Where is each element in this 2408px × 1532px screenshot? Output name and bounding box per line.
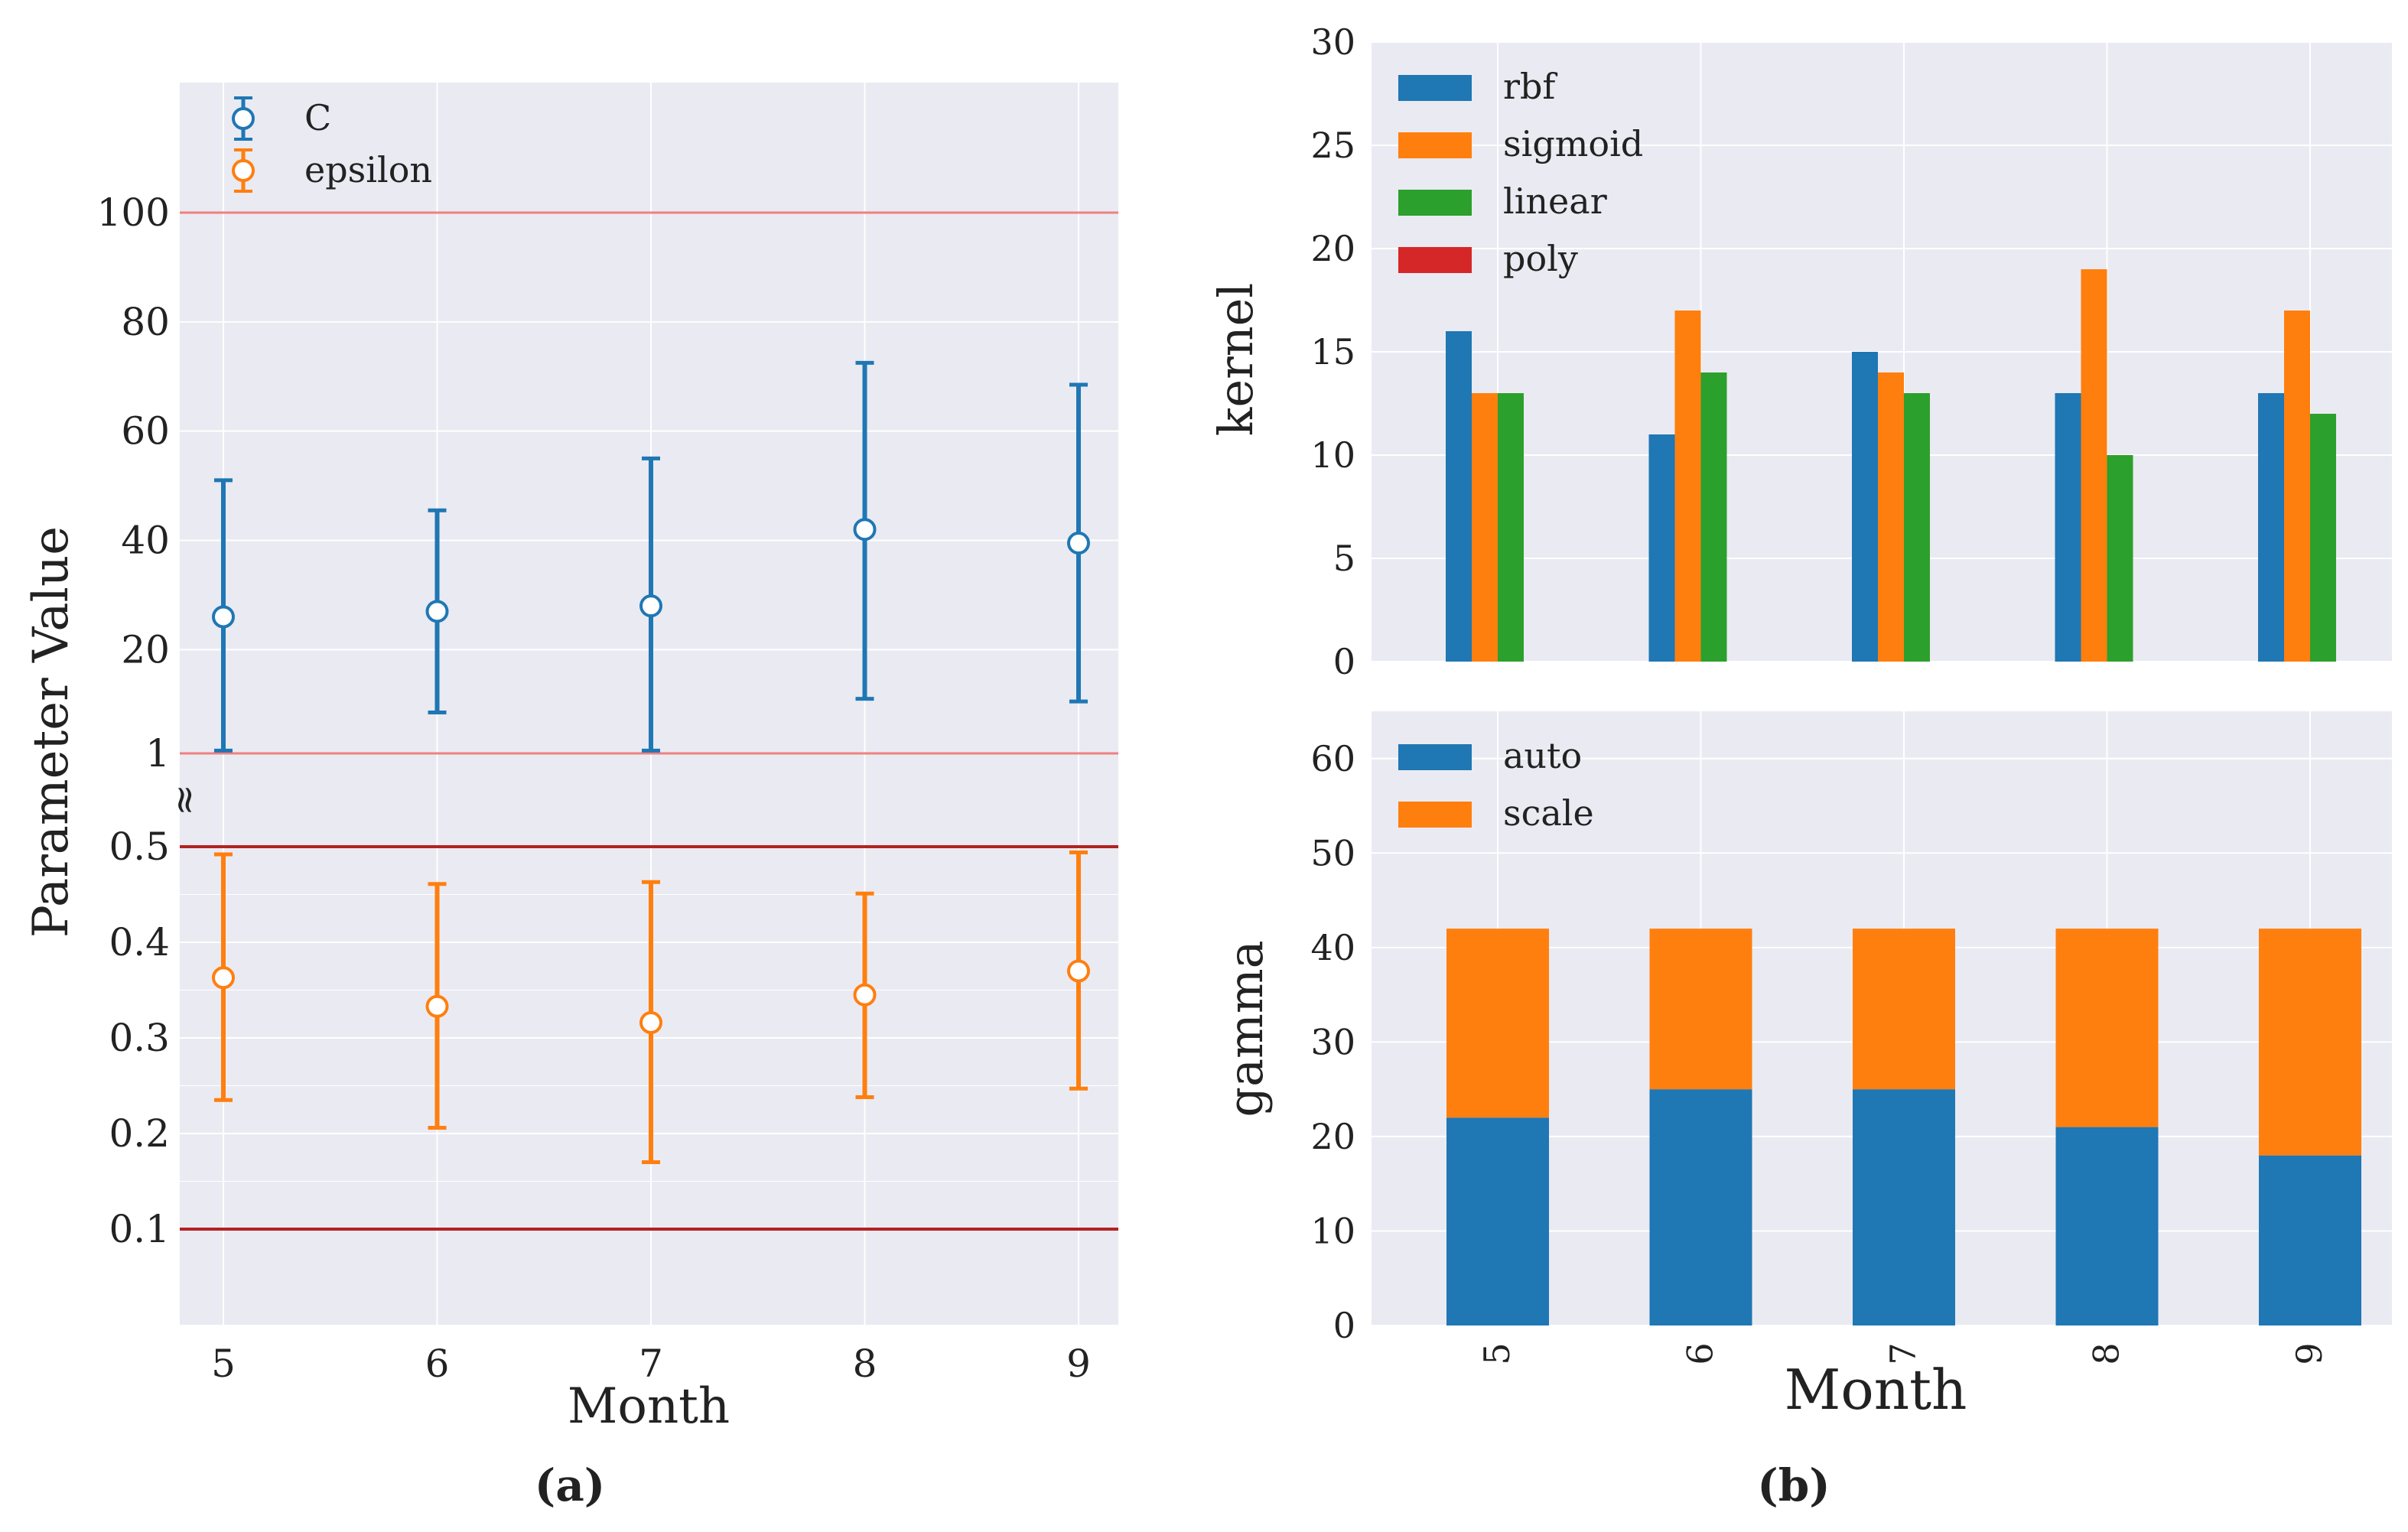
point-epsilon <box>853 983 877 1007</box>
legend-swatch-auto <box>1398 744 1472 770</box>
stacked-bar-auto <box>1853 1089 1955 1325</box>
legend-label-rbf: rbf <box>1503 66 1557 107</box>
legend-label-scale: scale <box>1503 792 1594 834</box>
point-C <box>212 605 235 629</box>
panel-a-ytick-label: 0.4 <box>109 920 170 964</box>
panel-b-top-ytick-label: 15 <box>1310 331 1355 372</box>
panel-a-x-axis-label: Month <box>568 1378 730 1435</box>
panel-b-top-ytick-label: 30 <box>1310 21 1355 63</box>
panel-a-ytick-label: 60 <box>121 409 170 454</box>
panel-a-y-axis-label: Parameter Value <box>23 526 80 938</box>
bar-linear <box>2107 455 2133 662</box>
panel-a-xtick-label: 7 <box>639 1342 663 1386</box>
panel-a-ytick-label: 40 <box>121 518 170 562</box>
legend-label-sigmoid: sigmoid <box>1503 123 1643 164</box>
legend-swatch-poly <box>1398 247 1472 273</box>
point-C <box>853 518 877 542</box>
panel-b-xtick-label: 6 <box>1680 1342 1721 1364</box>
panel-a-axis-break-symbol: ≈ <box>164 784 208 816</box>
legend-label-epsilon: epsilon <box>304 149 432 190</box>
bar-rbf <box>1648 434 1675 662</box>
panel-b-xtick-label: 7 <box>1882 1342 1924 1364</box>
panel-b-top-ytick-label: 5 <box>1333 538 1355 579</box>
bar-sigmoid <box>1472 393 1498 662</box>
panel-b-top-ytick-label: 0 <box>1333 641 1355 682</box>
legend-swatch-scale <box>1398 802 1472 828</box>
stacked-bar-scale <box>1649 929 1752 1090</box>
panel-b-bottom-ytick-label: 30 <box>1310 1021 1355 1062</box>
bar-sigmoid <box>2284 311 2310 662</box>
panel-b-x-axis-label: Month <box>1785 1358 1967 1422</box>
panel-b-kernel-bar-chart: 0 5 10 15 20 25 30 kernel rbf sigmoid linear poly <box>1208 21 2392 682</box>
bar-sigmoid <box>1674 311 1701 662</box>
legend-label-poly: poly <box>1503 238 1578 279</box>
panel-a-xtick-label: 5 <box>211 1342 236 1386</box>
point-epsilon <box>639 1011 662 1034</box>
bar-linear <box>1700 372 1727 662</box>
bar-linear <box>1498 393 1524 662</box>
legend-swatch-linear <box>1398 190 1472 216</box>
panel-b-xtick-label: 8 <box>2086 1342 2127 1364</box>
caption-b: (b) <box>1757 1459 1830 1511</box>
point-C <box>1067 532 1090 555</box>
stacked-bar-scale <box>1853 929 1955 1090</box>
panel-b-xtick-label: 9 <box>2289 1342 2330 1364</box>
legend-marker-C <box>232 107 255 130</box>
bar-sigmoid <box>2081 269 2107 662</box>
legend-label-C: C <box>304 97 331 138</box>
point-epsilon <box>212 966 235 990</box>
bar-rbf <box>2258 393 2284 662</box>
legend-swatch-sigmoid <box>1398 132 1472 158</box>
bar-rbf <box>2055 393 2081 662</box>
panel-a-xtick-label: 8 <box>853 1342 877 1386</box>
panel-b-bottom-ytick-label: 50 <box>1310 832 1355 873</box>
legend-label-auto: auto <box>1503 735 1582 776</box>
legend-label-linear: linear <box>1503 181 1607 222</box>
stacked-bar-auto <box>1446 1117 1549 1325</box>
panel-a-ytick-label: 0.1 <box>109 1207 170 1251</box>
bar-linear <box>2310 414 2336 662</box>
panel-b-bottom-ytick-label: 10 <box>1310 1210 1355 1251</box>
caption-a: (a) <box>535 1459 605 1511</box>
panel-b-bottom-ytick-label: 0 <box>1333 1305 1355 1346</box>
bar-sigmoid <box>1878 372 1904 662</box>
panel-a-ytick-label: 100 <box>97 190 170 235</box>
panel-b-top-ytick-label: 25 <box>1310 125 1355 166</box>
stacked-bar-scale <box>2259 929 2361 1156</box>
panel-b-top-ytick-label: 10 <box>1310 434 1355 476</box>
point-C <box>425 600 449 623</box>
panel-a-ytick-label: 1 <box>145 731 170 776</box>
panel-a-xtick-label: 9 <box>1066 1342 1091 1386</box>
stacked-bar-auto <box>2055 1127 2159 1325</box>
point-epsilon <box>425 994 449 1018</box>
stacked-bar-scale <box>2055 929 2159 1127</box>
stacked-bar-auto <box>1649 1089 1752 1325</box>
panel-a-xtick-label: 6 <box>425 1342 450 1386</box>
panel-a-ytick-label: 0.2 <box>109 1111 170 1156</box>
bar-rbf <box>1446 331 1472 662</box>
panel-a-ytick-label: 0.3 <box>109 1016 170 1060</box>
panel-a-ytick-label: 20 <box>121 627 170 672</box>
panel-a-ytick-label: 0.5 <box>109 825 170 869</box>
stacked-bar-auto <box>2259 1155 2361 1325</box>
panel-b-top-y-axis-label: kernel <box>1208 283 1264 436</box>
bar-rbf <box>1852 352 1878 662</box>
stacked-bar-scale <box>1446 929 1549 1118</box>
point-epsilon <box>1067 959 1090 983</box>
panel-b-bottom-ytick-label: 60 <box>1310 738 1355 779</box>
panel-b-gamma-stacked-bar-chart: 0 10 20 30 40 50 60 5 6 7 8 9 Month gamma auto scale <box>1218 711 2392 1422</box>
legend-swatch-rbf <box>1398 75 1472 101</box>
panel-b-top-ytick-label: 20 <box>1310 228 1355 269</box>
point-C <box>639 594 662 618</box>
panel-b-xtick-label: 5 <box>1476 1342 1518 1364</box>
legend-marker-epsilon <box>232 159 255 182</box>
bar-linear <box>1904 393 1930 662</box>
panel-b-bottom-y-axis-label: gamma <box>1218 940 1274 1117</box>
panel-a-errorbar-chart: 1 20 40 60 80 100 0.1 0.2 0.3 0.4 0.5 5 6 7 8 9 ≈ Month Pa… <box>23 83 1118 1435</box>
panel-a-ytick-label: 80 <box>121 300 170 344</box>
panel-b-bottom-ytick-label: 20 <box>1310 1116 1355 1157</box>
panel-b-bottom-ytick-label: 40 <box>1310 927 1355 968</box>
